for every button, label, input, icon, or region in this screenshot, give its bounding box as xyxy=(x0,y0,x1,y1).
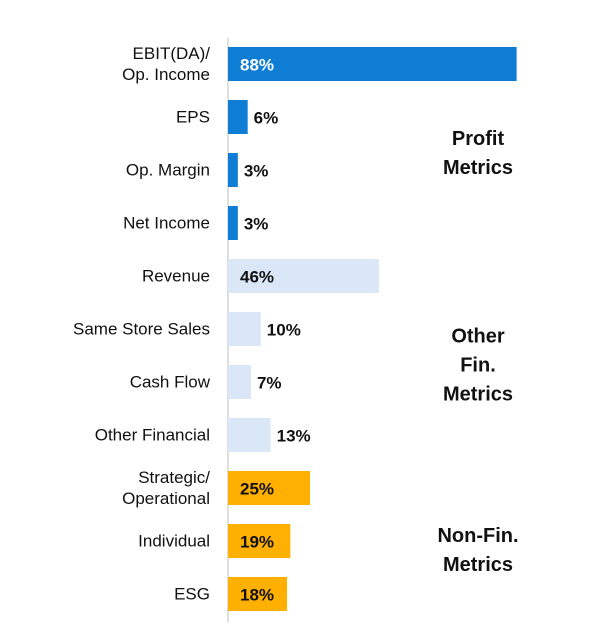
bar xyxy=(228,259,379,293)
value-label: 19% xyxy=(240,532,274,551)
category-label: Op. Margin xyxy=(125,160,210,180)
category-label: EPS xyxy=(175,107,210,127)
category-label: Individual xyxy=(138,531,210,551)
bar xyxy=(228,524,291,558)
group-label: Profit Metrics xyxy=(442,127,514,179)
value-label: 6% xyxy=(254,108,279,127)
value-label: 18% xyxy=(240,585,274,604)
bar xyxy=(228,312,261,346)
category-label: Revenue xyxy=(141,266,210,286)
value-label: 46% xyxy=(240,267,274,286)
value-label: 3% xyxy=(244,161,269,180)
bar xyxy=(228,365,251,399)
bar xyxy=(228,577,288,611)
category-label: ESG xyxy=(174,584,210,604)
category-label: Cash Flow xyxy=(129,372,210,392)
bar xyxy=(228,153,238,187)
category-label: Strategic/ Operational xyxy=(122,468,210,508)
category-label: EBIT(DA)/ Op. Income xyxy=(122,44,210,84)
bar xyxy=(228,206,238,240)
value-label: 10% xyxy=(267,320,301,339)
value-label: 7% xyxy=(257,373,282,392)
category-label: Other Financial xyxy=(94,425,210,445)
category-label: Same Store Sales xyxy=(72,319,210,339)
value-label: 88% xyxy=(240,55,274,74)
bar xyxy=(228,418,271,452)
bar xyxy=(228,100,248,134)
value-label: 25% xyxy=(240,479,274,498)
value-label: 3% xyxy=(244,214,269,233)
value-label: 13% xyxy=(277,426,311,445)
category-label: Net Income xyxy=(123,213,210,233)
bar xyxy=(228,471,310,505)
group-label: Other Fin. Metrics xyxy=(442,325,514,405)
group-label: Non-Fin. Metrics xyxy=(437,525,519,576)
bar xyxy=(228,47,517,81)
